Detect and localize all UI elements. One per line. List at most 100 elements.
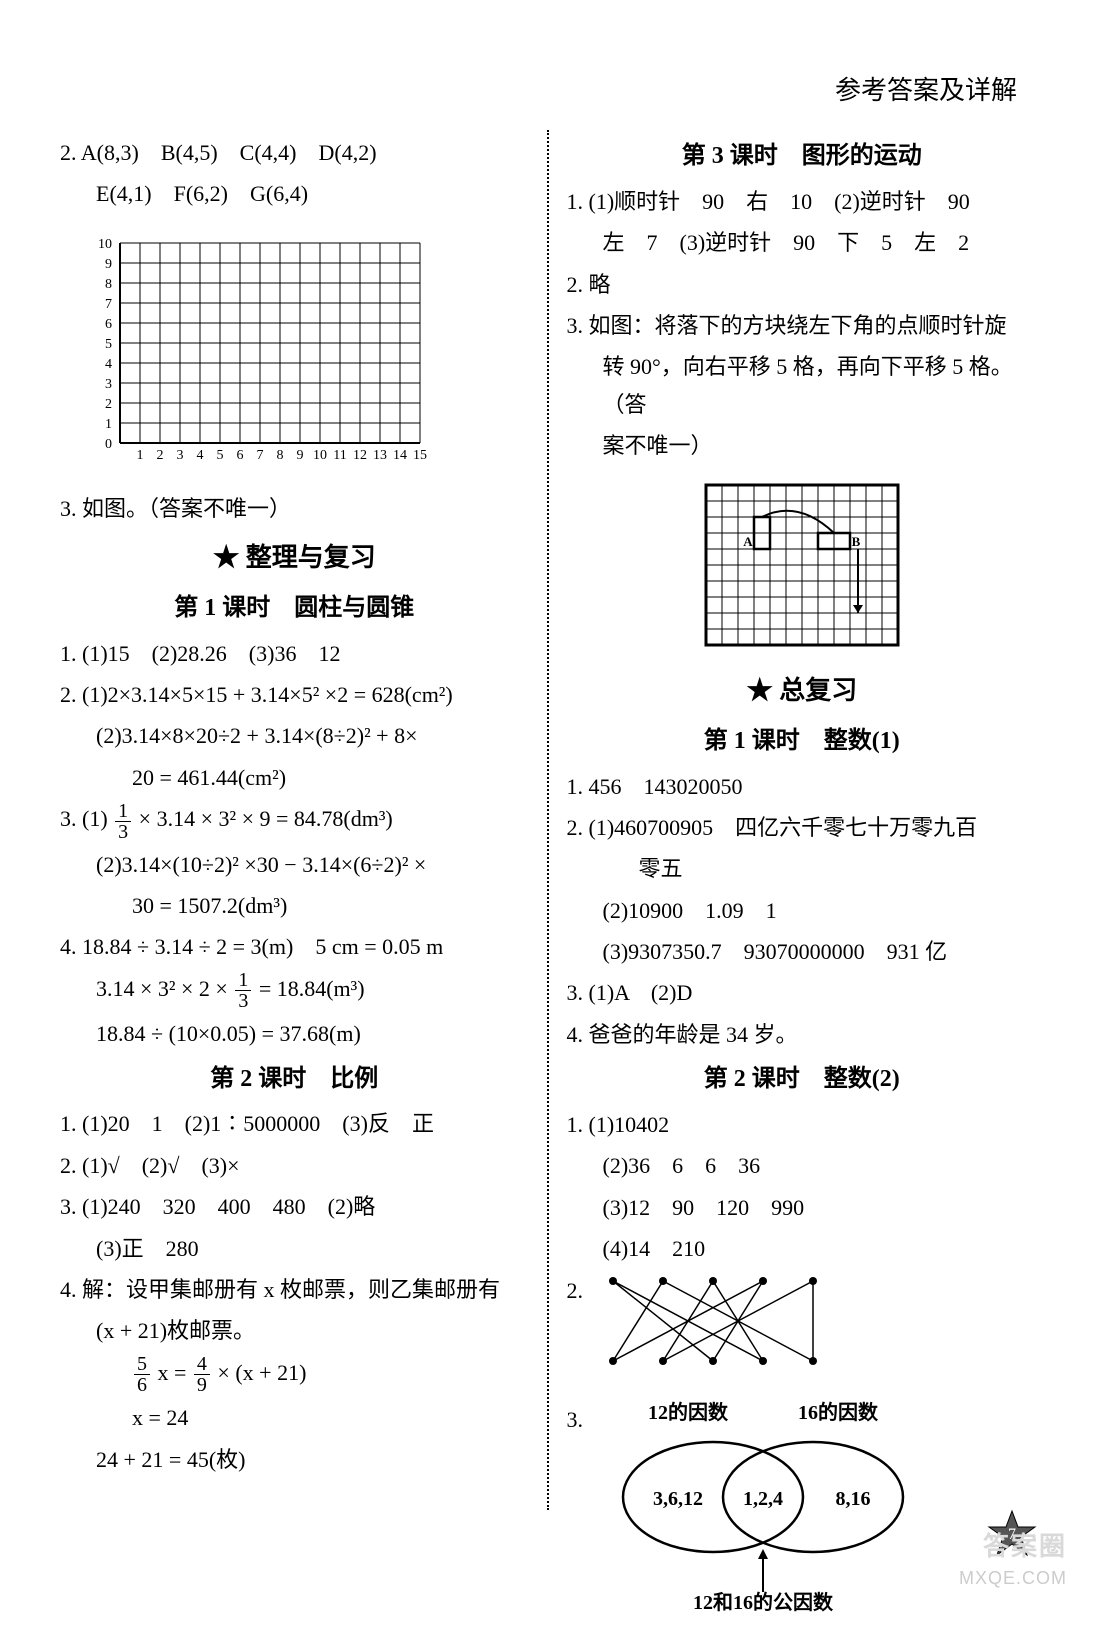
svg-text:7: 7 [257, 448, 264, 463]
r1-q2b: (2)10900 1.09 1 [567, 892, 1038, 929]
svg-text:5: 5 [105, 337, 112, 352]
q3: 3. 如图。（答案不唯一） [60, 490, 529, 527]
r2-q1d: (4)14 210 [567, 1230, 1038, 1267]
svg-text:0: 0 [105, 437, 112, 452]
svg-text:2: 2 [105, 397, 112, 412]
svg-text:2: 2 [157, 448, 164, 463]
star-icon: ★ [746, 676, 773, 706]
lesson3-title: 第 3 课时 图形的运动 [567, 136, 1038, 177]
network-wrap [583, 1266, 863, 1397]
r1-q2a: 2. (1)460700905 四亿六千零七十万零九百 [567, 809, 1038, 846]
lesson2-title: 第 2 课时 比例 [60, 1059, 529, 1100]
frac-1-3: 1 3 [115, 801, 131, 842]
l2-q2: 2. (1)√ (2)√ (3)× [60, 1147, 529, 1184]
r2-q2: 2. [567, 1272, 584, 1309]
venn-wrap: 12的因数16的因数3,6,121,2,48,1612和16的公因数 [583, 1397, 943, 1628]
left-column: 2. A(8,3) B(4,5) C(4,4) D(4,2) E(4,1) F(… [50, 130, 549, 1510]
venn-diagram: 12的因数16的因数3,6,121,2,48,1612和16的公因数 [583, 1397, 943, 1617]
l1-q4b-post: = 18.84(m³) [259, 976, 365, 1001]
l1-q4b-pre: 3.14 × 3² × 2 × [96, 976, 233, 1001]
svg-text:8,16: 8,16 [836, 1488, 871, 1510]
lesson1-title: 第 1 课时 圆柱与圆锥 [60, 588, 529, 629]
svg-text:4: 4 [105, 357, 112, 372]
r-lesson1-title: 第 1 课时 整数(1) [567, 721, 1038, 762]
section-title-final: ★ 总复习 [567, 669, 1038, 713]
l1-q3a-pre: 3. (1) [60, 806, 108, 831]
section-title-review: ★ 整理与复习 [60, 536, 529, 580]
svg-text:8: 8 [105, 277, 112, 292]
bipartite-network [583, 1266, 863, 1386]
l2-q4c-mid: x = [158, 1360, 192, 1385]
l3-q3a: 3. 如图：将落下的方块绕左下角的点顺时针旋 [567, 307, 1038, 344]
l3-q1b: 左 7 (3)逆时针 90 下 5 左 2 [567, 224, 1038, 261]
l1-q2b: (2)3.14×8×20÷2 + 3.14×(8÷2)² + 8× [60, 717, 529, 754]
l1-q2b2: 20 = 461.44(cm²) [60, 759, 529, 796]
l3-q1a: 1. (1)顺时针 90 右 10 (2)逆时针 90 [567, 183, 1038, 220]
svg-text:9: 9 [105, 257, 112, 272]
frac-1-3b: 1 3 [235, 970, 251, 1011]
r2-q3: 3. [567, 1401, 584, 1438]
l1-q3a-post: × 3.14 × 3² × 9 = 84.78(dm³) [139, 806, 393, 831]
section-title-text: 整理与复习 [246, 536, 376, 580]
section-title-text2: 总复习 [779, 669, 857, 713]
l1-q4a: 4. 18.84 ÷ 3.14 ÷ 2 = 3(m) 5 cm = 0.05 m [60, 928, 529, 965]
l2-q4e: 24 + 21 = 45(枚) [60, 1441, 529, 1478]
l3-q3b: 转 90°，向右平移 5 格，再向下平移 5 格。（答 [567, 348, 1038, 423]
svg-text:7: 7 [105, 297, 112, 312]
l1-q2a: 2. (1)2×3.14×5×15 + 3.14×5² ×2 = 628(cm²… [60, 676, 529, 713]
r2-q3-row: 3. 12的因数16的因数3,6,121,2,48,1612和16的公因数 [567, 1401, 1038, 1628]
svg-text:12和16的公因数: 12和16的公因数 [693, 1590, 834, 1614]
coordinate-grid: 012345678910123456789101112131415 [80, 223, 440, 473]
svg-text:16的因数: 16的因数 [798, 1400, 879, 1424]
l2-q4a: 4. 解：设甲集邮册有 x 枚邮票，则乙集邮册有 [60, 1271, 529, 1308]
l1-q3b2: 30 = 1507.2(dm³) [60, 887, 529, 924]
right-column: 第 3 课时 图形的运动 1. (1)顺时针 90 右 10 (2)逆时针 90… [549, 130, 1048, 1510]
frac-5-6: 5 6 [134, 1354, 150, 1395]
r1-q1: 1. 456 143020050 [567, 768, 1038, 805]
r1-q3: 3. (1)A (2)D [567, 974, 1038, 1011]
page-header: 参考答案及详解 [835, 70, 1017, 107]
svg-text:12: 12 [353, 448, 367, 463]
l2-q4c: 5 6 x = 4 9 × (x + 21) [60, 1354, 529, 1395]
svg-text:6: 6 [105, 317, 112, 332]
r1-q2c: (3)9307350.7 93070000000 931 亿 [567, 933, 1038, 970]
l1-q3a: 3. (1) 1 3 × 3.14 × 3² × 9 = 84.78(dm³) [60, 800, 529, 841]
l2-q4b: (x + 21)枚邮票。 [60, 1312, 529, 1349]
l1-q3b: (2)3.14×(10÷2)² ×30 − 3.14×(6÷2)² × [60, 846, 529, 883]
two-column-layout: 2. A(8,3) B(4,5) C(4,4) D(4,2) E(4,1) F(… [50, 130, 1047, 1510]
rotation-grid: AB [692, 471, 912, 661]
q2-line1: 2. A(8,3) B(4,5) C(4,4) D(4,2) [60, 134, 529, 171]
frac-4-9: 4 9 [194, 1354, 210, 1395]
r1-q4: 4. 爸爸的年龄是 34 岁。 [567, 1016, 1038, 1053]
svg-text:11: 11 [333, 448, 346, 463]
watermark-logo: 答案圈 [983, 1526, 1067, 1563]
r-lesson2-title: 第 2 课时 整数(2) [567, 1059, 1038, 1100]
svg-text:13: 13 [373, 448, 387, 463]
svg-text:8: 8 [277, 448, 284, 463]
svg-text:3: 3 [105, 377, 112, 392]
watermark-url: MXQE.COM [959, 1568, 1067, 1589]
l2-q3a: 3. (1)240 320 400 480 (2)略 [60, 1188, 529, 1225]
svg-text:3: 3 [177, 448, 184, 463]
svg-text:12的因数: 12的因数 [648, 1400, 729, 1424]
page: 参考答案及详解 2. A(8,3) B(4,5) C(4,4) D(4,2) E… [0, 0, 1097, 1599]
star-icon: ★ [213, 543, 240, 573]
l1-q4c: 18.84 ÷ (10×0.05) = 37.68(m) [60, 1015, 529, 1052]
svg-text:6: 6 [237, 448, 244, 463]
l1-q4b: 3.14 × 3² × 2 × 1 3 = 18.84(m³) [60, 970, 529, 1011]
r2-q1b: (2)36 6 6 36 [567, 1147, 1038, 1184]
svg-text:10: 10 [313, 448, 327, 463]
svg-text:9: 9 [297, 448, 304, 463]
svg-text:1: 1 [137, 448, 144, 463]
l2-q4c-post: × (x + 21) [217, 1360, 306, 1385]
svg-text:10: 10 [98, 237, 112, 252]
q2-line2: E(4,1) F(6,2) G(6,4) [60, 175, 529, 212]
r2-q2-row: 2. [567, 1272, 1038, 1397]
svg-text:1: 1 [105, 417, 112, 432]
svg-text:B: B [851, 534, 860, 549]
l3-q3c: 案不唯一） [567, 427, 1038, 464]
svg-text:5: 5 [217, 448, 224, 463]
r2-q1c: (3)12 90 120 990 [567, 1189, 1038, 1226]
svg-text:15: 15 [413, 448, 427, 463]
svg-text:1,2,4: 1,2,4 [743, 1488, 783, 1510]
